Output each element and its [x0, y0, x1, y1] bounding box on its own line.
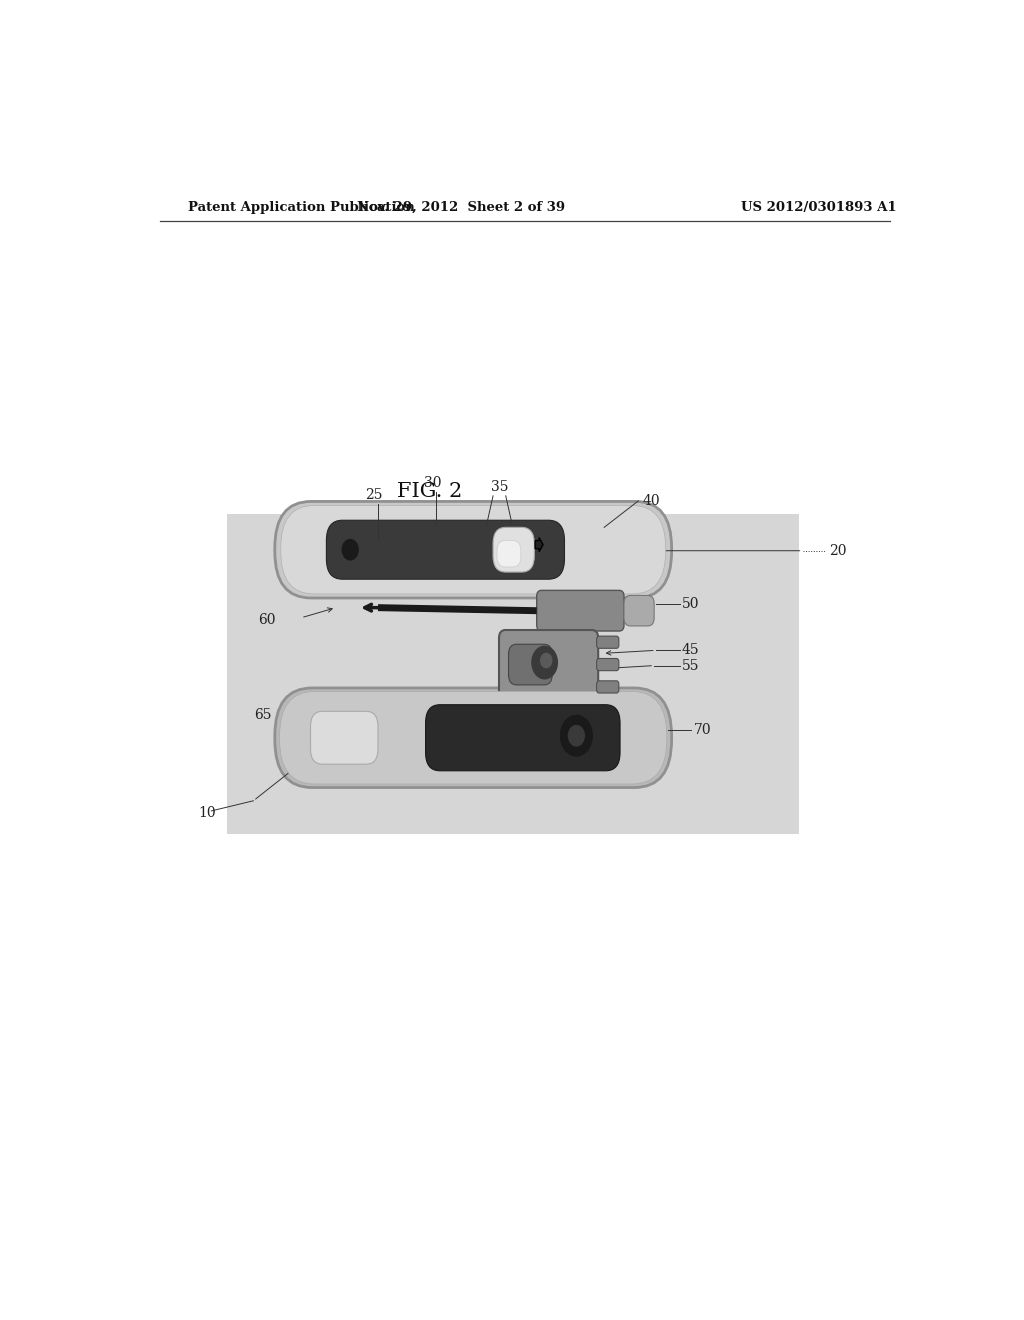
Text: 60: 60 [258, 612, 275, 627]
Text: 70: 70 [694, 722, 712, 737]
Circle shape [568, 726, 585, 746]
FancyBboxPatch shape [597, 636, 618, 648]
FancyBboxPatch shape [310, 711, 378, 764]
Text: Patent Application Publication: Patent Application Publication [187, 201, 415, 214]
FancyArrow shape [536, 537, 543, 552]
FancyBboxPatch shape [327, 520, 564, 579]
FancyBboxPatch shape [624, 595, 654, 626]
Text: Nov. 29, 2012  Sheet 2 of 39: Nov. 29, 2012 Sheet 2 of 39 [357, 201, 565, 214]
Text: 55: 55 [682, 659, 699, 673]
FancyBboxPatch shape [537, 590, 624, 631]
Circle shape [342, 540, 358, 560]
FancyBboxPatch shape [274, 502, 672, 598]
Text: 30: 30 [424, 475, 441, 490]
FancyBboxPatch shape [497, 541, 521, 568]
Text: 25: 25 [366, 488, 383, 502]
Text: 50: 50 [682, 597, 699, 611]
FancyBboxPatch shape [597, 659, 618, 671]
Circle shape [541, 653, 552, 668]
Circle shape [531, 647, 557, 678]
Circle shape [560, 715, 592, 756]
Text: 20: 20 [829, 544, 847, 558]
Text: 35: 35 [490, 479, 508, 494]
FancyBboxPatch shape [274, 688, 672, 788]
FancyBboxPatch shape [280, 692, 667, 784]
Text: 40: 40 [642, 494, 659, 508]
Text: US 2012/0301893 A1: US 2012/0301893 A1 [740, 201, 896, 214]
Text: FIG. 2: FIG. 2 [397, 482, 462, 502]
FancyBboxPatch shape [509, 644, 552, 685]
Text: 10: 10 [199, 807, 216, 820]
FancyBboxPatch shape [494, 528, 535, 572]
FancyBboxPatch shape [597, 681, 618, 693]
Bar [227, 515, 799, 834]
FancyBboxPatch shape [281, 506, 666, 594]
Text: 65: 65 [254, 709, 271, 722]
Text: 45: 45 [682, 643, 699, 657]
FancyBboxPatch shape [426, 705, 620, 771]
FancyBboxPatch shape [499, 630, 598, 700]
